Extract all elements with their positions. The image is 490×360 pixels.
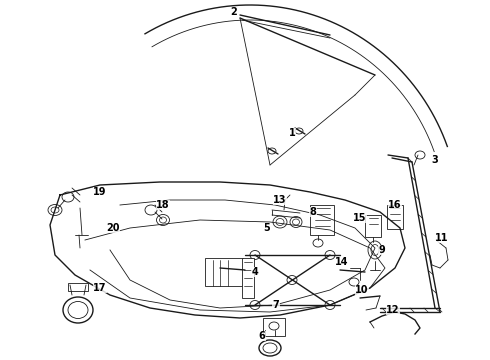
Bar (365, 215, 381, 237)
Text: 18: 18 (156, 200, 170, 210)
Ellipse shape (325, 251, 335, 260)
Ellipse shape (325, 301, 335, 310)
Ellipse shape (62, 192, 74, 202)
Text: 12: 12 (386, 305, 400, 315)
Ellipse shape (160, 217, 167, 223)
Ellipse shape (290, 216, 302, 228)
Bar (205, 258, 243, 286)
Text: 7: 7 (272, 300, 279, 310)
Text: 19: 19 (93, 187, 107, 197)
Ellipse shape (295, 128, 303, 134)
Ellipse shape (276, 219, 284, 225)
Text: 8: 8 (310, 207, 317, 217)
Text: 20: 20 (106, 223, 120, 233)
Text: 16: 16 (388, 200, 402, 210)
Text: 11: 11 (435, 233, 449, 243)
Ellipse shape (371, 244, 379, 256)
Text: 15: 15 (353, 213, 367, 223)
Bar (68, 283, 88, 291)
Ellipse shape (293, 219, 299, 225)
Ellipse shape (259, 340, 281, 356)
Ellipse shape (268, 148, 276, 154)
Text: 3: 3 (432, 155, 439, 165)
Ellipse shape (263, 343, 277, 353)
Bar (387, 205, 403, 229)
Ellipse shape (51, 207, 59, 213)
Ellipse shape (313, 239, 323, 247)
Ellipse shape (68, 302, 88, 319)
Bar (263, 318, 285, 336)
Text: 14: 14 (335, 257, 349, 267)
Ellipse shape (250, 301, 260, 310)
Text: 9: 9 (379, 245, 385, 255)
Ellipse shape (48, 204, 62, 216)
Bar (310, 205, 334, 235)
Text: 10: 10 (355, 285, 369, 295)
Text: 1: 1 (289, 128, 295, 138)
Ellipse shape (250, 251, 260, 260)
Text: 17: 17 (93, 283, 107, 293)
Ellipse shape (368, 241, 382, 259)
Ellipse shape (273, 216, 287, 228)
Ellipse shape (63, 297, 93, 323)
Text: 4: 4 (252, 267, 258, 277)
Text: 5: 5 (264, 223, 270, 233)
Ellipse shape (269, 322, 279, 330)
Ellipse shape (349, 278, 359, 286)
Ellipse shape (145, 205, 157, 215)
Bar (242, 258, 254, 298)
Text: 2: 2 (231, 7, 237, 17)
Text: 13: 13 (273, 195, 287, 205)
Text: 6: 6 (259, 331, 266, 341)
Ellipse shape (415, 151, 425, 159)
Ellipse shape (156, 215, 170, 225)
Ellipse shape (287, 275, 297, 284)
